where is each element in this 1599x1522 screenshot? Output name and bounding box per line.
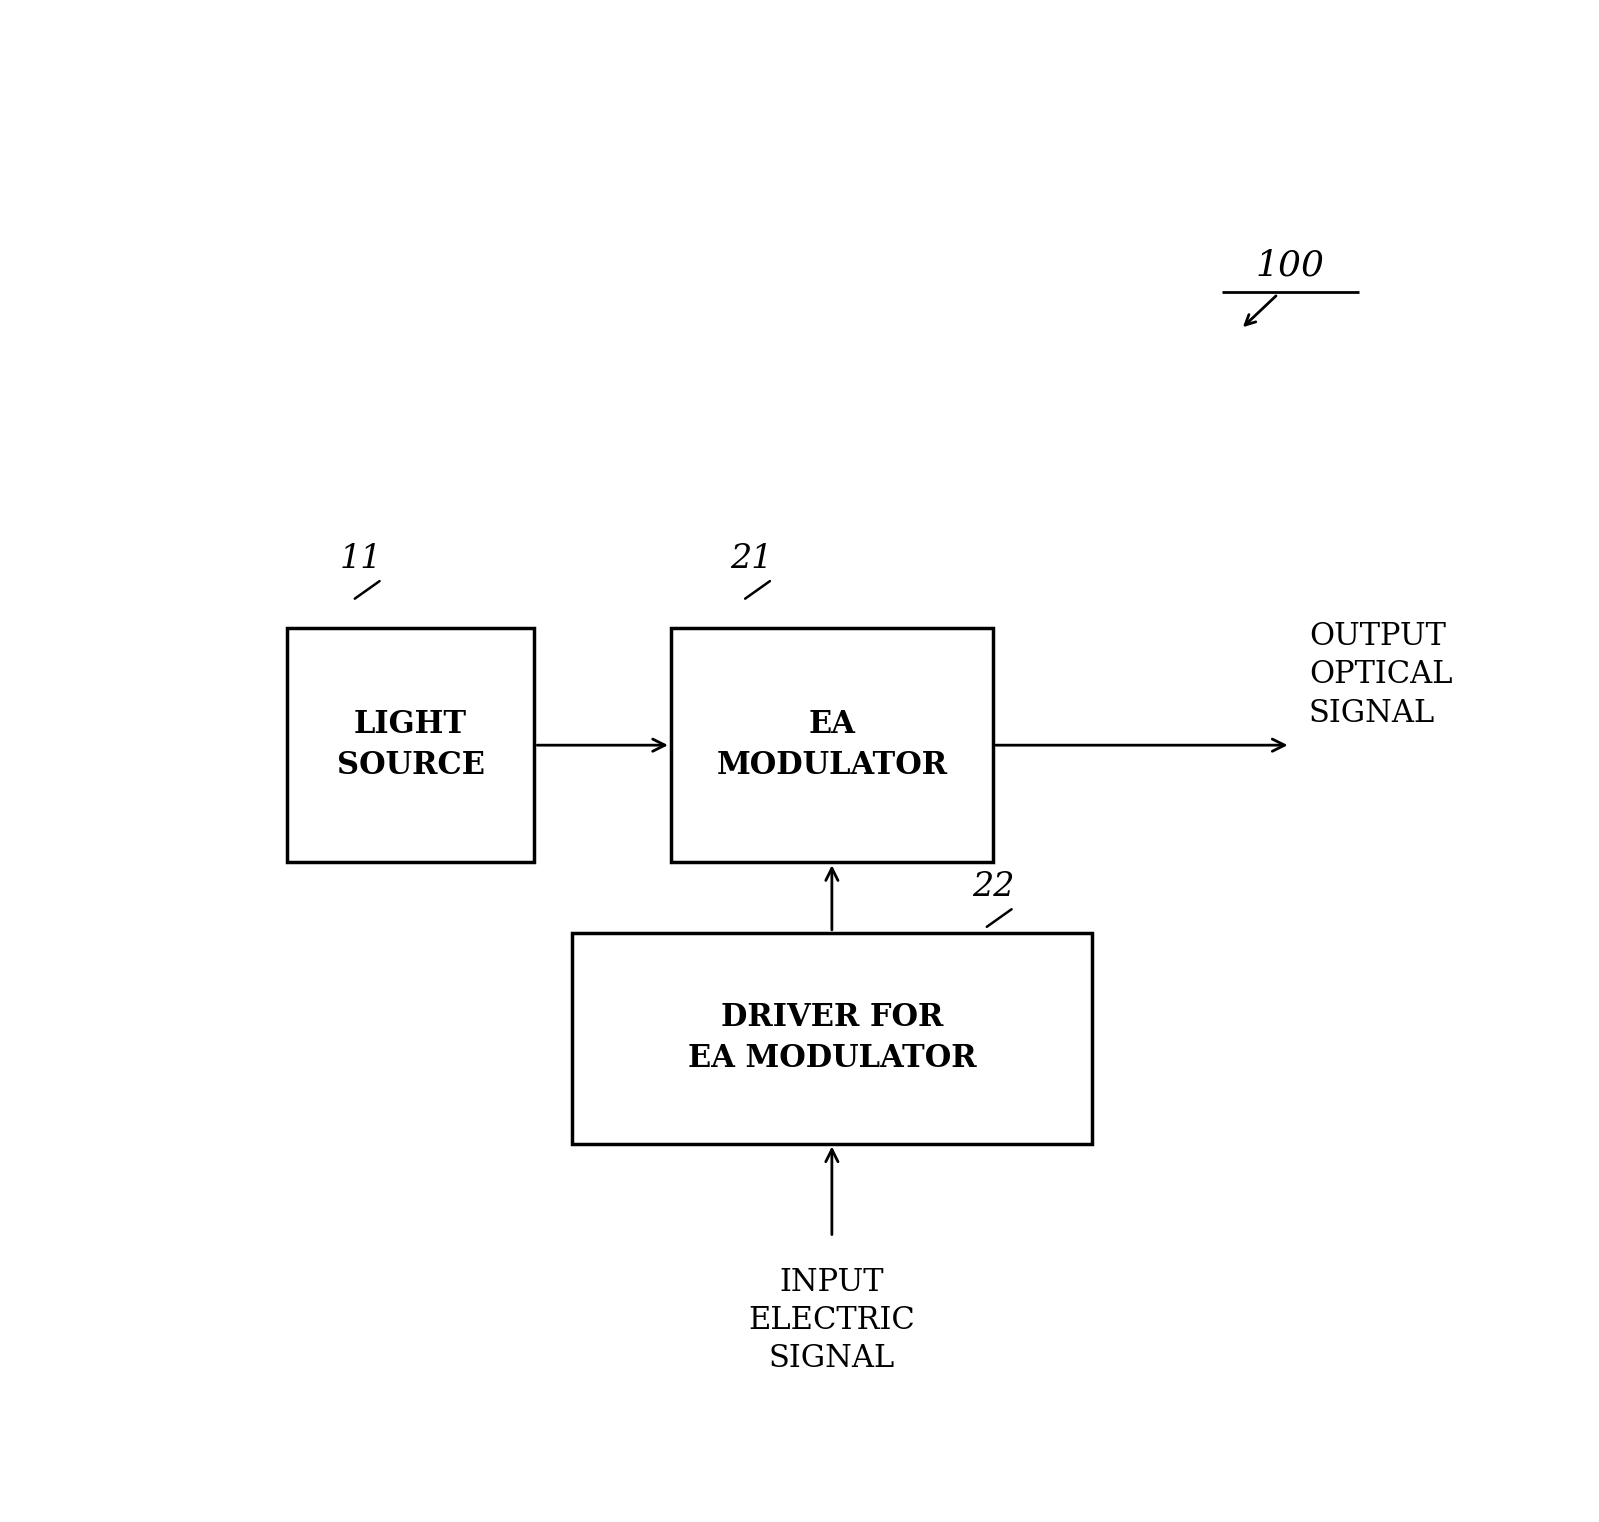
Text: 100: 100 xyxy=(1255,248,1326,282)
Text: 22: 22 xyxy=(972,872,1014,904)
Text: DRIVER FOR
EA MODULATOR: DRIVER FOR EA MODULATOR xyxy=(688,1003,977,1075)
Bar xyxy=(286,629,534,863)
Text: LIGHT
SOURCE: LIGHT SOURCE xyxy=(336,709,484,781)
Bar xyxy=(672,629,993,863)
Bar xyxy=(572,933,1092,1143)
Text: EA
MODULATOR: EA MODULATOR xyxy=(716,709,948,781)
Text: INPUT
ELECTRIC
SIGNAL: INPUT ELECTRIC SIGNAL xyxy=(748,1266,915,1374)
Text: OUTPUT
OPTICAL
SIGNAL: OUTPUT OPTICAL SIGNAL xyxy=(1310,621,1452,729)
Text: 21: 21 xyxy=(731,543,772,575)
Text: 11: 11 xyxy=(339,543,382,575)
